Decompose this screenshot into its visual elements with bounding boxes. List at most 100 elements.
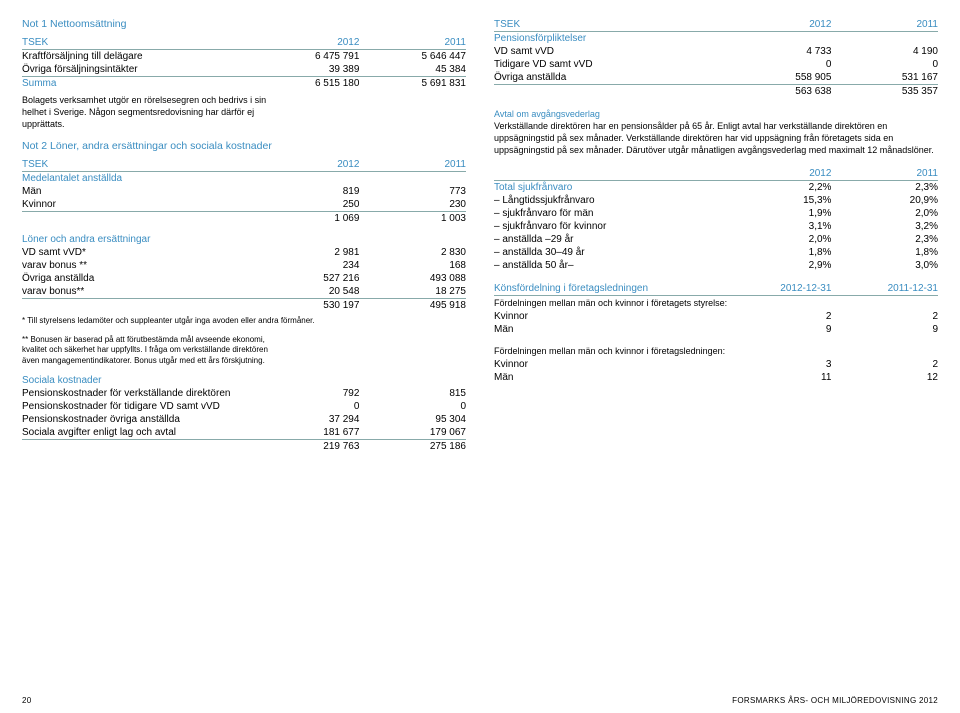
table-row: – sjukfrånvaro för kvinnor3,1%3,2% — [494, 220, 938, 233]
group-title-row: Fördelningen mellan män och kvinnor i fö… — [494, 295, 938, 310]
group-title: Fördelningen mellan män och kvinnor i fö… — [494, 344, 938, 358]
header-year: 2012 — [725, 18, 832, 32]
cell: 2 830 — [359, 246, 466, 259]
section-title: Sociala kostnader — [22, 374, 466, 387]
cell: 9 — [725, 323, 832, 336]
cell: 250 — [253, 198, 360, 212]
table-row: varav bonus **234168 — [22, 259, 466, 272]
cell: 2,3% — [831, 233, 938, 246]
row-label: Män — [22, 185, 253, 198]
sum-row: 563 638535 357 — [494, 85, 938, 99]
section-title: Medelantalet anställda — [22, 172, 466, 186]
table-row: Total sjukfrånvaro2,2%2,3% — [494, 180, 938, 194]
cell: 2 981 — [253, 246, 360, 259]
sum-label: Summa — [22, 77, 253, 91]
table-row: Övriga anställda558 905531 167 — [494, 71, 938, 85]
row-label: Män — [494, 323, 725, 336]
cell: 815 — [359, 387, 466, 400]
cell: 1 003 — [359, 212, 466, 226]
cell: 493 088 — [359, 272, 466, 285]
cell: 20 548 — [253, 285, 360, 299]
table-header: 2012 2011 — [494, 167, 938, 181]
row-label: Pensionskostnader för tidigare VD samt v… — [22, 400, 253, 413]
kon-table: Könsfördelning i företagsledningen 2012-… — [494, 282, 938, 384]
cell: 3 — [725, 358, 832, 371]
cell: 0 — [253, 400, 360, 413]
row-label: Pensionskostnader för verkställande dire… — [22, 387, 253, 400]
cell: 4 190 — [831, 45, 938, 58]
cell: 11 — [725, 371, 832, 384]
cell: 230 — [359, 198, 466, 212]
cell: 3,0% — [831, 259, 938, 272]
cell: 2 — [831, 358, 938, 371]
section-title: Löner och andra ersättningar — [22, 233, 466, 246]
footnote-2: ** Bonusen är baserad på att förutbestäm… — [22, 335, 280, 366]
row-label: Övriga anställda — [22, 272, 253, 285]
row-label: Kvinnor — [494, 310, 725, 323]
kon-block: Könsfördelning i företagsledningen 2012-… — [494, 282, 938, 384]
cell: 45 384 — [359, 63, 466, 77]
cell: 792 — [253, 387, 360, 400]
note-2-table: TSEK 2012 2011 Medelantalet anställda Mä… — [22, 158, 466, 312]
row-label: VD samt vVD — [494, 45, 725, 58]
row-label: – Långtidssjukfrånvaro — [494, 194, 725, 207]
table-row: varav bonus**20 54818 275 — [22, 285, 466, 299]
header-year: 2012 — [253, 36, 360, 50]
table-header: TSEK 2012 2011 — [22, 158, 466, 172]
right-column: TSEK 2012 2011 Pensionsförpliktelser VD … — [494, 18, 938, 463]
table-row: VD samt vVD4 7334 190 — [494, 45, 938, 58]
note-2-title: Not 2 Löner, andra ersättningar och soci… — [22, 140, 466, 152]
cell: 773 — [359, 185, 466, 198]
cell: 563 638 — [725, 85, 832, 99]
table-row: Män99 — [494, 323, 938, 336]
cell: 6 515 180 — [253, 77, 360, 91]
table-row: Övriga försäljningsintäkter 39 389 45 38… — [22, 63, 466, 77]
cell: 527 216 — [253, 272, 360, 285]
cell: 530 197 — [253, 299, 360, 313]
columns: Not 1 Nettoomsättning TSEK 2012 2011 Kra… — [22, 18, 938, 463]
note-1-footnote: Bolagets verksamhet utgör en rörelsesegr… — [22, 94, 288, 130]
cell: 18 275 — [359, 285, 466, 299]
table-row: – anställda 30–49 år1,8%1,8% — [494, 246, 938, 259]
table-row: Kvinnor32 — [494, 358, 938, 371]
row-label: Kvinnor — [494, 358, 725, 371]
row-label: varav bonus** — [22, 285, 253, 299]
sum-row: 219 763275 186 — [22, 439, 466, 453]
header-year: 2012-12-31 — [725, 282, 832, 296]
page-footer: 20 FORSMARKS ÅRS- OCH MILJÖREDOVISNING 2… — [22, 696, 938, 705]
header-label: TSEK — [494, 18, 725, 32]
cell: 531 167 — [831, 71, 938, 85]
cell: 2,3% — [831, 180, 938, 194]
table-row: Tidigare VD samt vVD00 — [494, 58, 938, 71]
avtal-text: Verkställande direktören har en pensions… — [494, 120, 938, 156]
row-label: – anställda 30–49 år — [494, 246, 725, 259]
table-header: TSEK 2012 2011 — [22, 36, 466, 50]
sum-row: 530 197495 918 — [22, 299, 466, 313]
section-title-row: Sociala kostnader — [22, 374, 466, 387]
table-row: Män1112 — [494, 371, 938, 384]
cell: 275 186 — [359, 439, 466, 453]
cell: 0 — [359, 400, 466, 413]
cell: 179 067 — [359, 426, 466, 440]
cell: 20,9% — [831, 194, 938, 207]
table-row: Sociala avgifter enligt lag och avtal181… — [22, 426, 466, 440]
group-title-row: Fördelningen mellan män och kvinnor i fö… — [494, 344, 938, 358]
cell: 5 646 447 — [359, 50, 466, 64]
header-label: TSEK — [22, 36, 253, 50]
cell: 3,1% — [725, 220, 832, 233]
header-year: 2011-12-31 — [831, 282, 938, 296]
cell: 495 918 — [359, 299, 466, 313]
section-title-row: Löner och andra ersättningar — [22, 233, 466, 246]
row-label: varav bonus ** — [22, 259, 253, 272]
note-2-social-table: Sociala kostnader Pensionskostnader för … — [22, 374, 466, 453]
sum-row: Summa 6 515 180 5 691 831 — [22, 77, 466, 91]
note-1: Not 1 Nettoomsättning TSEK 2012 2011 Kra… — [22, 18, 466, 130]
cell: 6 475 791 — [253, 50, 360, 64]
page-number: 20 — [22, 696, 32, 705]
row-label: Kvinnor — [22, 198, 253, 212]
cell: 168 — [359, 259, 466, 272]
note-1-title: Not 1 Nettoomsättning — [22, 18, 466, 30]
cell: 3,2% — [831, 220, 938, 233]
cell: 95 304 — [359, 413, 466, 426]
sjuk-table: 2012 2011 Total sjukfrånvaro2,2%2,3% – L… — [494, 167, 938, 272]
